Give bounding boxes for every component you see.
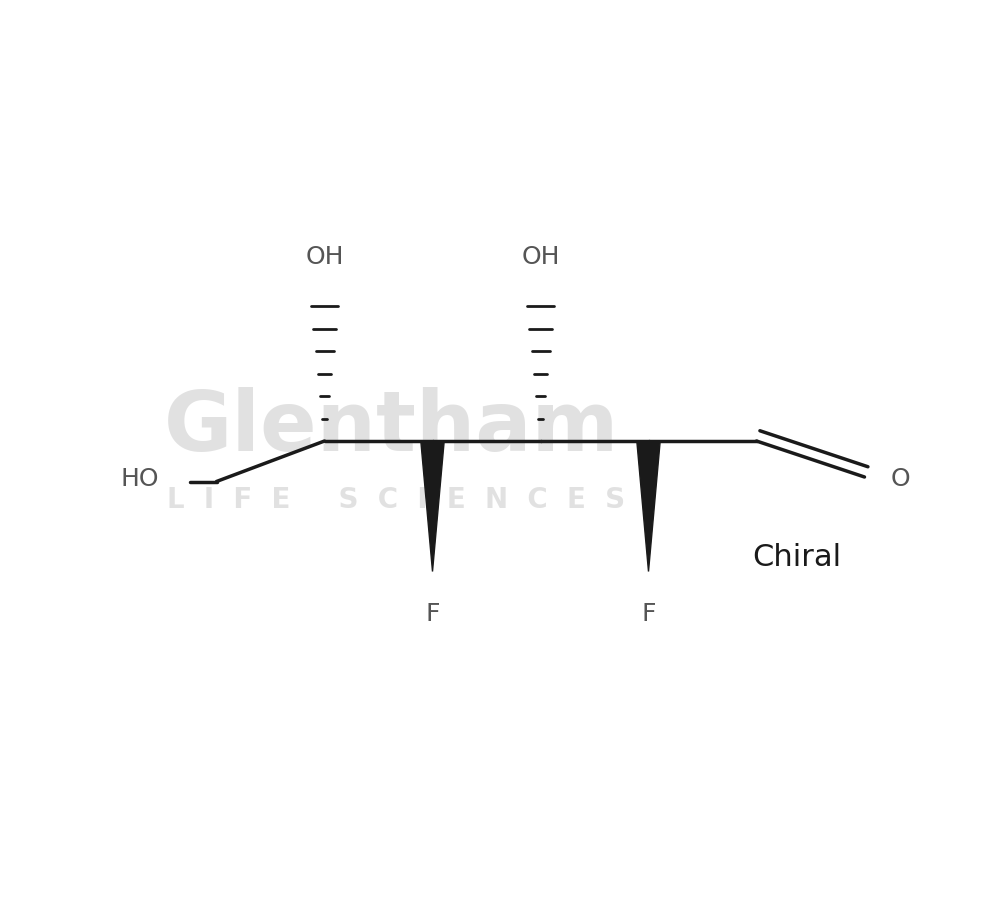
Text: Glentham: Glentham: [164, 387, 620, 468]
Text: L  I  F  E     S  C  I  E  N  C  E  S: L I F E S C I E N C E S: [167, 485, 626, 514]
Text: O: O: [891, 467, 910, 491]
Polygon shape: [421, 441, 444, 572]
Polygon shape: [637, 441, 660, 572]
Text: OH: OH: [521, 245, 560, 268]
Text: Chiral: Chiral: [752, 544, 842, 572]
Text: HO: HO: [121, 467, 159, 491]
Text: F: F: [425, 602, 440, 626]
Text: F: F: [641, 602, 656, 626]
Text: OH: OH: [305, 245, 344, 268]
